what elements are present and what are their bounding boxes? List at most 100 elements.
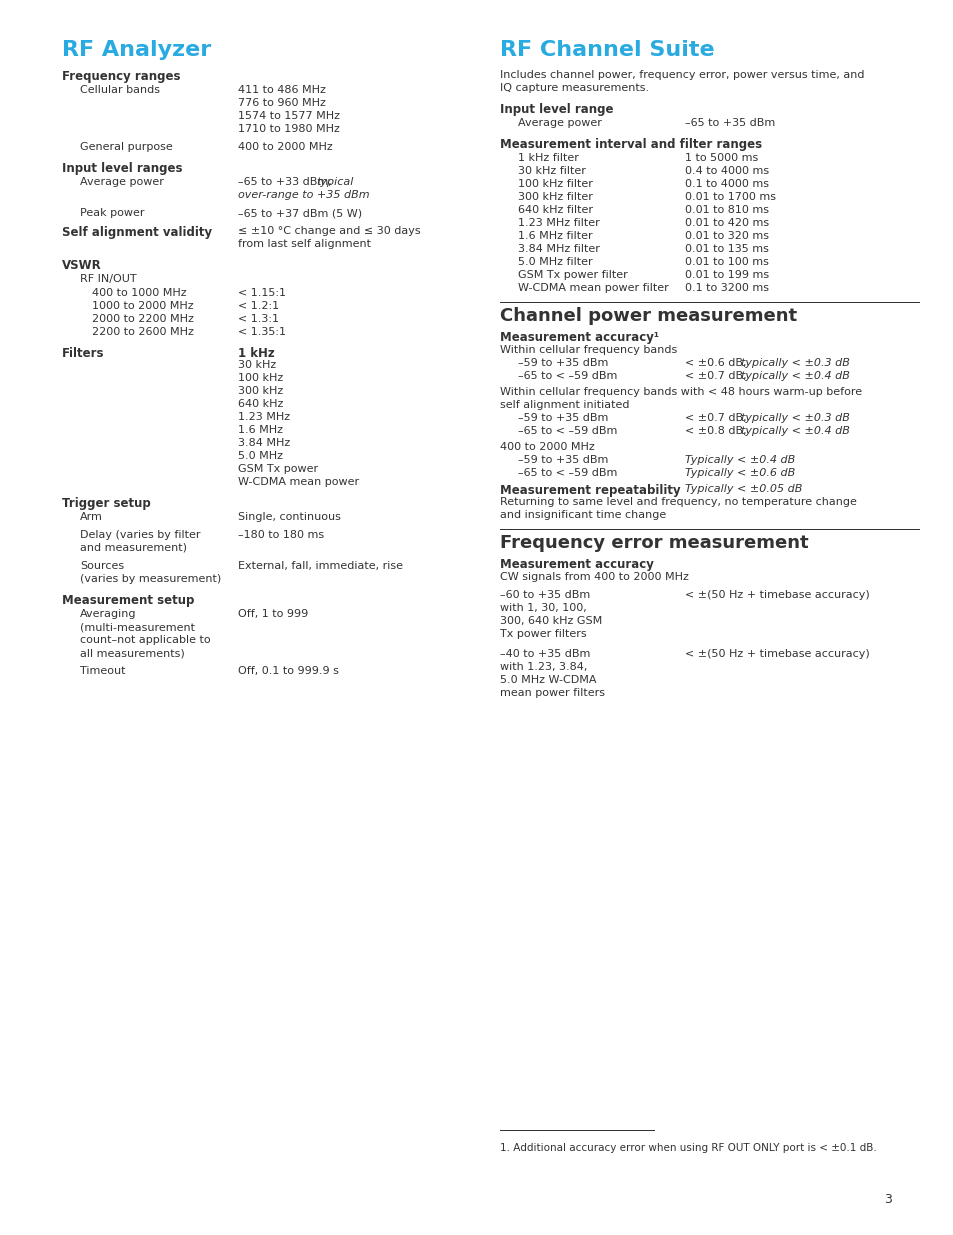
Text: ≤ ±10 °C change and ≤ 30 days: ≤ ±10 °C change and ≤ 30 days <box>237 226 420 236</box>
Text: 0.01 to 420 ms: 0.01 to 420 ms <box>684 219 768 228</box>
Text: and insignificant time change: and insignificant time change <box>499 510 665 520</box>
Text: Arm: Arm <box>80 513 103 522</box>
Text: 0.01 to 320 ms: 0.01 to 320 ms <box>684 231 768 241</box>
Text: W-CDMA mean power: W-CDMA mean power <box>237 477 358 487</box>
Text: 3.84 MHz: 3.84 MHz <box>237 438 290 448</box>
Text: –59 to +35 dBm: –59 to +35 dBm <box>517 412 608 424</box>
Text: 0.01 to 1700 ms: 0.01 to 1700 ms <box>684 191 775 203</box>
Text: Channel power measurement: Channel power measurement <box>499 308 797 325</box>
Text: with 1, 30, 100,: with 1, 30, 100, <box>499 603 586 613</box>
Text: GSM Tx power filter: GSM Tx power filter <box>517 270 627 280</box>
Text: 1 to 5000 ms: 1 to 5000 ms <box>684 153 758 163</box>
Text: 300 kHz filter: 300 kHz filter <box>517 191 592 203</box>
Text: Single, continuous: Single, continuous <box>237 513 340 522</box>
Text: 0.01 to 100 ms: 0.01 to 100 ms <box>684 257 768 267</box>
Text: Measurement accuracy¹: Measurement accuracy¹ <box>499 331 659 345</box>
Text: < ±0.8 dB,: < ±0.8 dB, <box>684 426 749 436</box>
Text: 0.4 to 4000 ms: 0.4 to 4000 ms <box>684 165 768 177</box>
Text: Sources: Sources <box>80 561 124 571</box>
Text: Input level ranges: Input level ranges <box>62 162 182 175</box>
Text: –65 to +33 dBm,: –65 to +33 dBm, <box>237 177 335 186</box>
Text: Trigger setup: Trigger setup <box>62 496 151 510</box>
Text: –59 to +35 dBm: –59 to +35 dBm <box>517 358 608 368</box>
Text: < ±0.7 dB,: < ±0.7 dB, <box>684 370 749 382</box>
Text: Includes channel power, frequency error, power versus time, and: Includes channel power, frequency error,… <box>499 70 863 80</box>
Text: typically < ±0.3 dB: typically < ±0.3 dB <box>740 358 849 368</box>
Text: 776 to 960 MHz: 776 to 960 MHz <box>237 98 326 107</box>
Text: Tx power filters: Tx power filters <box>499 629 586 638</box>
Text: CW signals from 400 to 2000 MHz: CW signals from 400 to 2000 MHz <box>499 572 688 582</box>
Text: 0.01 to 810 ms: 0.01 to 810 ms <box>684 205 768 215</box>
Text: 2200 to 2600 MHz: 2200 to 2600 MHz <box>91 327 193 337</box>
Text: over-range to +35 dBm: over-range to +35 dBm <box>237 190 369 200</box>
Text: Typically < ±0.4 dB: Typically < ±0.4 dB <box>684 454 795 466</box>
Text: with 1.23, 3.84,: with 1.23, 3.84, <box>499 662 587 672</box>
Text: Filters: Filters <box>62 347 105 359</box>
Text: RF Analyzer: RF Analyzer <box>62 40 211 61</box>
Text: RF Channel Suite: RF Channel Suite <box>499 40 714 61</box>
Text: –60 to +35 dBm: –60 to +35 dBm <box>499 590 590 600</box>
Text: –65 to < –59 dBm: –65 to < –59 dBm <box>517 426 617 436</box>
Text: –59 to +35 dBm: –59 to +35 dBm <box>517 454 608 466</box>
Text: 1.23 MHz: 1.23 MHz <box>237 412 290 422</box>
Text: 100 kHz filter: 100 kHz filter <box>517 179 592 189</box>
Text: –65 to < –59 dBm: –65 to < –59 dBm <box>517 370 617 382</box>
Text: Typically < ±0.05 dB: Typically < ±0.05 dB <box>684 484 801 494</box>
Text: 411 to 486 MHz: 411 to 486 MHz <box>237 85 326 95</box>
Text: –65 to +37 dBm (5 W): –65 to +37 dBm (5 W) <box>237 207 362 219</box>
Text: W-CDMA mean power filter: W-CDMA mean power filter <box>517 283 668 293</box>
Text: –40 to +35 dBm: –40 to +35 dBm <box>499 650 590 659</box>
Text: Off, 1 to 999: Off, 1 to 999 <box>237 609 308 619</box>
Text: Measurement repeatability: Measurement repeatability <box>499 484 679 496</box>
Text: 1.6 MHz: 1.6 MHz <box>237 425 283 435</box>
Text: 30 kHz filter: 30 kHz filter <box>517 165 585 177</box>
Text: Off, 0.1 to 999.9 s: Off, 0.1 to 999.9 s <box>237 666 338 676</box>
Text: typically < ±0.4 dB: typically < ±0.4 dB <box>740 426 849 436</box>
Text: and measurement): and measurement) <box>80 543 187 553</box>
Text: 2000 to 2200 MHz: 2000 to 2200 MHz <box>91 314 193 324</box>
Text: VSWR: VSWR <box>62 259 102 272</box>
Text: from last self alignment: from last self alignment <box>237 240 371 249</box>
Text: < 1.15:1: < 1.15:1 <box>237 288 286 298</box>
Text: Within cellular frequency bands with < 48 hours warm-up before: Within cellular frequency bands with < 4… <box>499 387 862 396</box>
Text: Average power: Average power <box>80 177 164 186</box>
Text: 300 kHz: 300 kHz <box>237 387 283 396</box>
Text: typically < ±0.3 dB: typically < ±0.3 dB <box>740 412 849 424</box>
Text: Delay (varies by filter: Delay (varies by filter <box>80 530 200 540</box>
Text: Returning to same level and frequency, no temperature change: Returning to same level and frequency, n… <box>499 496 856 508</box>
Text: 3: 3 <box>883 1193 891 1207</box>
Text: 3.84 MHz filter: 3.84 MHz filter <box>517 245 599 254</box>
Text: 1.23 MHz filter: 1.23 MHz filter <box>517 219 599 228</box>
Text: Peak power: Peak power <box>80 207 144 219</box>
Text: 1.6 MHz filter: 1.6 MHz filter <box>517 231 592 241</box>
Text: Measurement accuracy: Measurement accuracy <box>499 558 653 571</box>
Text: all measurements): all measurements) <box>80 648 185 658</box>
Text: typically < ±0.4 dB: typically < ±0.4 dB <box>740 370 849 382</box>
Text: 1574 to 1577 MHz: 1574 to 1577 MHz <box>237 111 339 121</box>
Text: < 1.2:1: < 1.2:1 <box>237 301 279 311</box>
Text: 1 kHz filter: 1 kHz filter <box>517 153 578 163</box>
Text: mean power filters: mean power filters <box>499 688 604 698</box>
Text: –65 to < –59 dBm: –65 to < –59 dBm <box>517 468 617 478</box>
Text: 5.0 MHz: 5.0 MHz <box>237 451 283 461</box>
Text: IQ capture measurements.: IQ capture measurements. <box>499 83 648 93</box>
Text: Cellular bands: Cellular bands <box>80 85 160 95</box>
Text: External, fall, immediate, rise: External, fall, immediate, rise <box>237 561 402 571</box>
Text: Self alignment validity: Self alignment validity <box>62 226 212 240</box>
Text: Frequency error measurement: Frequency error measurement <box>499 534 808 552</box>
Text: 1 kHz: 1 kHz <box>237 347 274 359</box>
Text: 1000 to 2000 MHz: 1000 to 2000 MHz <box>91 301 193 311</box>
Text: < ±0.7 dB,: < ±0.7 dB, <box>684 412 749 424</box>
Text: Frequency ranges: Frequency ranges <box>62 70 180 83</box>
Text: (varies by measurement): (varies by measurement) <box>80 574 221 584</box>
Text: –180 to 180 ms: –180 to 180 ms <box>237 530 324 540</box>
Text: < ±(50 Hz + timebase accuracy): < ±(50 Hz + timebase accuracy) <box>684 650 869 659</box>
Text: < ±0.6 dB,: < ±0.6 dB, <box>684 358 749 368</box>
Text: 0.01 to 135 ms: 0.01 to 135 ms <box>684 245 768 254</box>
Text: 30 kHz: 30 kHz <box>237 359 276 370</box>
Text: 400 to 2000 MHz: 400 to 2000 MHz <box>499 442 594 452</box>
Text: Within cellular frequency bands: Within cellular frequency bands <box>499 345 677 354</box>
Text: Input level range: Input level range <box>499 103 613 116</box>
Text: 5.0 MHz W-CDMA: 5.0 MHz W-CDMA <box>499 676 596 685</box>
Text: RF IN/OUT: RF IN/OUT <box>80 274 136 284</box>
